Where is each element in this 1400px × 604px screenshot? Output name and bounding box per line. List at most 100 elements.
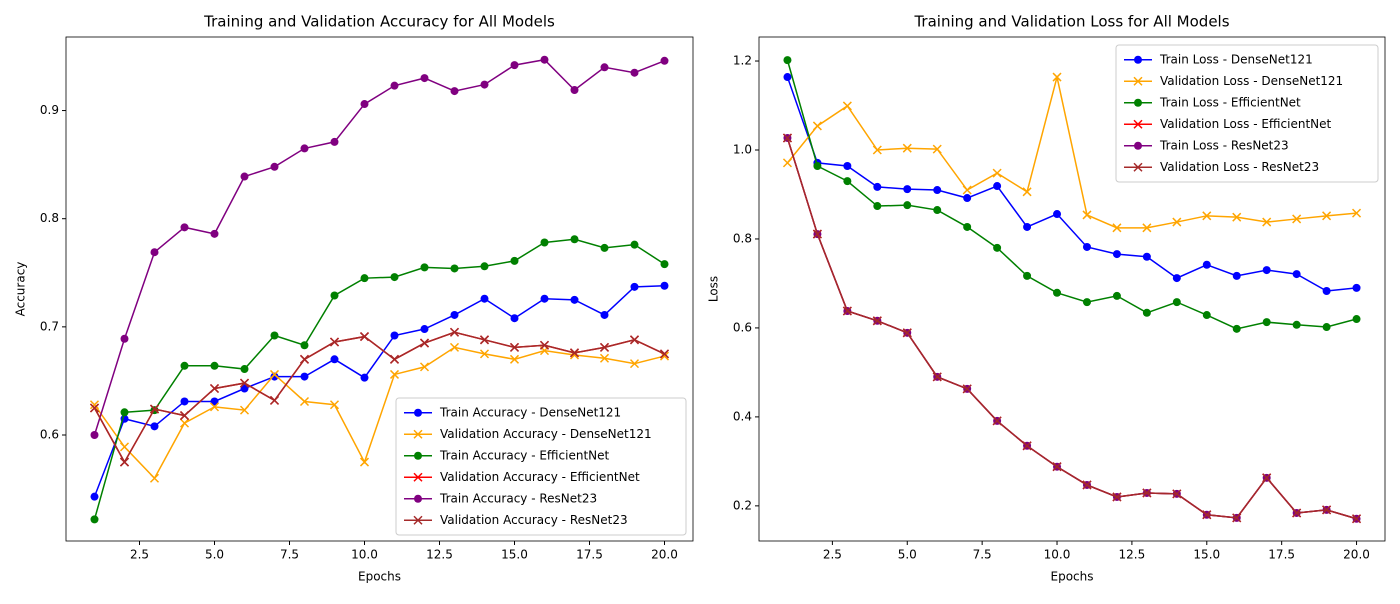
marker: [1352, 283, 1361, 292]
series-line: [786, 59, 1357, 330]
x-tick-label: 5.0: [898, 548, 917, 562]
marker: [389, 369, 400, 379]
marker: [962, 384, 972, 394]
series-line: [786, 137, 1357, 520]
marker: [359, 457, 370, 467]
marker: [360, 100, 369, 109]
marker: [270, 372, 279, 381]
marker: [209, 402, 220, 412]
marker: [1082, 480, 1092, 490]
marker: [570, 295, 579, 304]
marker: [1202, 260, 1211, 269]
legend-label: Train Loss - DenseNet121: [1159, 52, 1313, 66]
marker: [450, 264, 459, 273]
chart-title: Training and Validation Accuracy for All…: [203, 13, 555, 31]
legend-label: Validation Loss - DenseNet121: [1160, 74, 1343, 88]
marker: [1022, 441, 1032, 451]
marker: [843, 162, 852, 171]
legend: Train Accuracy - DenseNet121 Validation A…: [395, 397, 687, 536]
marker: [209, 383, 220, 394]
marker: [1052, 462, 1062, 472]
marker: [782, 133, 792, 143]
marker: [1232, 513, 1242, 523]
marker: [992, 168, 1002, 178]
y-tick-label: 0.2: [733, 498, 752, 512]
marker: [993, 182, 1002, 191]
legend-marker: [1133, 76, 1143, 86]
y-tick-label: 0.8: [733, 231, 752, 245]
marker: [1142, 252, 1151, 261]
marker: [660, 56, 669, 65]
marker: [210, 361, 219, 370]
marker: [872, 145, 882, 155]
marker: [300, 144, 309, 153]
series-line: [786, 137, 1357, 520]
legend-label: Train Loss - EfficientNet: [1159, 95, 1301, 109]
marker: [932, 372, 942, 382]
marker: [1292, 508, 1302, 518]
marker: [299, 354, 310, 364]
marker: [1352, 208, 1362, 218]
marker: [1352, 315, 1361, 324]
marker: [1112, 250, 1121, 259]
legend-marker: [413, 429, 423, 439]
marker: [119, 457, 130, 467]
plot-frame: [758, 36, 1386, 542]
series-line: [786, 76, 1357, 292]
marker: [963, 222, 972, 231]
legend-label: Validation Loss - ResNet23: [1160, 160, 1319, 174]
marker: [1262, 473, 1272, 483]
marker: [1082, 298, 1091, 307]
marker: [449, 327, 460, 337]
y-tick-label: 0.6: [40, 428, 59, 442]
marker: [90, 431, 99, 440]
legend-label: Validation Loss - EfficientNet: [1160, 117, 1332, 131]
legend-marker: [414, 408, 422, 417]
marker: [1112, 492, 1122, 502]
marker: [540, 294, 549, 303]
marker: [933, 206, 942, 215]
marker: [600, 310, 609, 319]
x-tick-label: 7.5: [973, 548, 992, 562]
y-tick-label: 1.0: [733, 142, 752, 156]
marker: [419, 338, 430, 348]
marker: [1082, 242, 1091, 251]
marker: [510, 314, 519, 323]
marker: [360, 373, 369, 382]
marker: [903, 185, 912, 194]
marker: [600, 63, 609, 72]
marker: [389, 354, 400, 364]
marker: [599, 342, 610, 352]
marker: [210, 229, 219, 238]
marker: [480, 294, 489, 303]
marker: [992, 416, 1002, 426]
marker: [419, 362, 430, 372]
marker: [1232, 271, 1241, 280]
marker: [993, 243, 1002, 252]
legend-marker: [414, 451, 422, 460]
marker: [1202, 311, 1211, 320]
marker: [659, 349, 670, 359]
marker: [89, 403, 100, 413]
marker: [450, 310, 459, 319]
marker: [660, 281, 669, 290]
marker: [120, 334, 129, 343]
marker: [240, 172, 249, 181]
marker: [540, 238, 549, 247]
marker: [1292, 214, 1302, 224]
marker: [782, 158, 792, 168]
legend-label: Train Accuracy - DenseNet121: [439, 405, 621, 419]
marker: [1262, 217, 1272, 227]
marker: [90, 515, 99, 524]
legend-marker: [1134, 98, 1142, 107]
marker: [1322, 323, 1331, 332]
marker: [873, 182, 882, 191]
marker: [299, 396, 310, 407]
marker: [329, 337, 340, 347]
chart: Training and Validation Loss for All Mod…: [707, 13, 1386, 584]
marker: [180, 223, 189, 232]
marker: [150, 248, 159, 257]
marker: [1023, 271, 1032, 280]
marker: [360, 274, 369, 283]
marker: [450, 87, 459, 96]
